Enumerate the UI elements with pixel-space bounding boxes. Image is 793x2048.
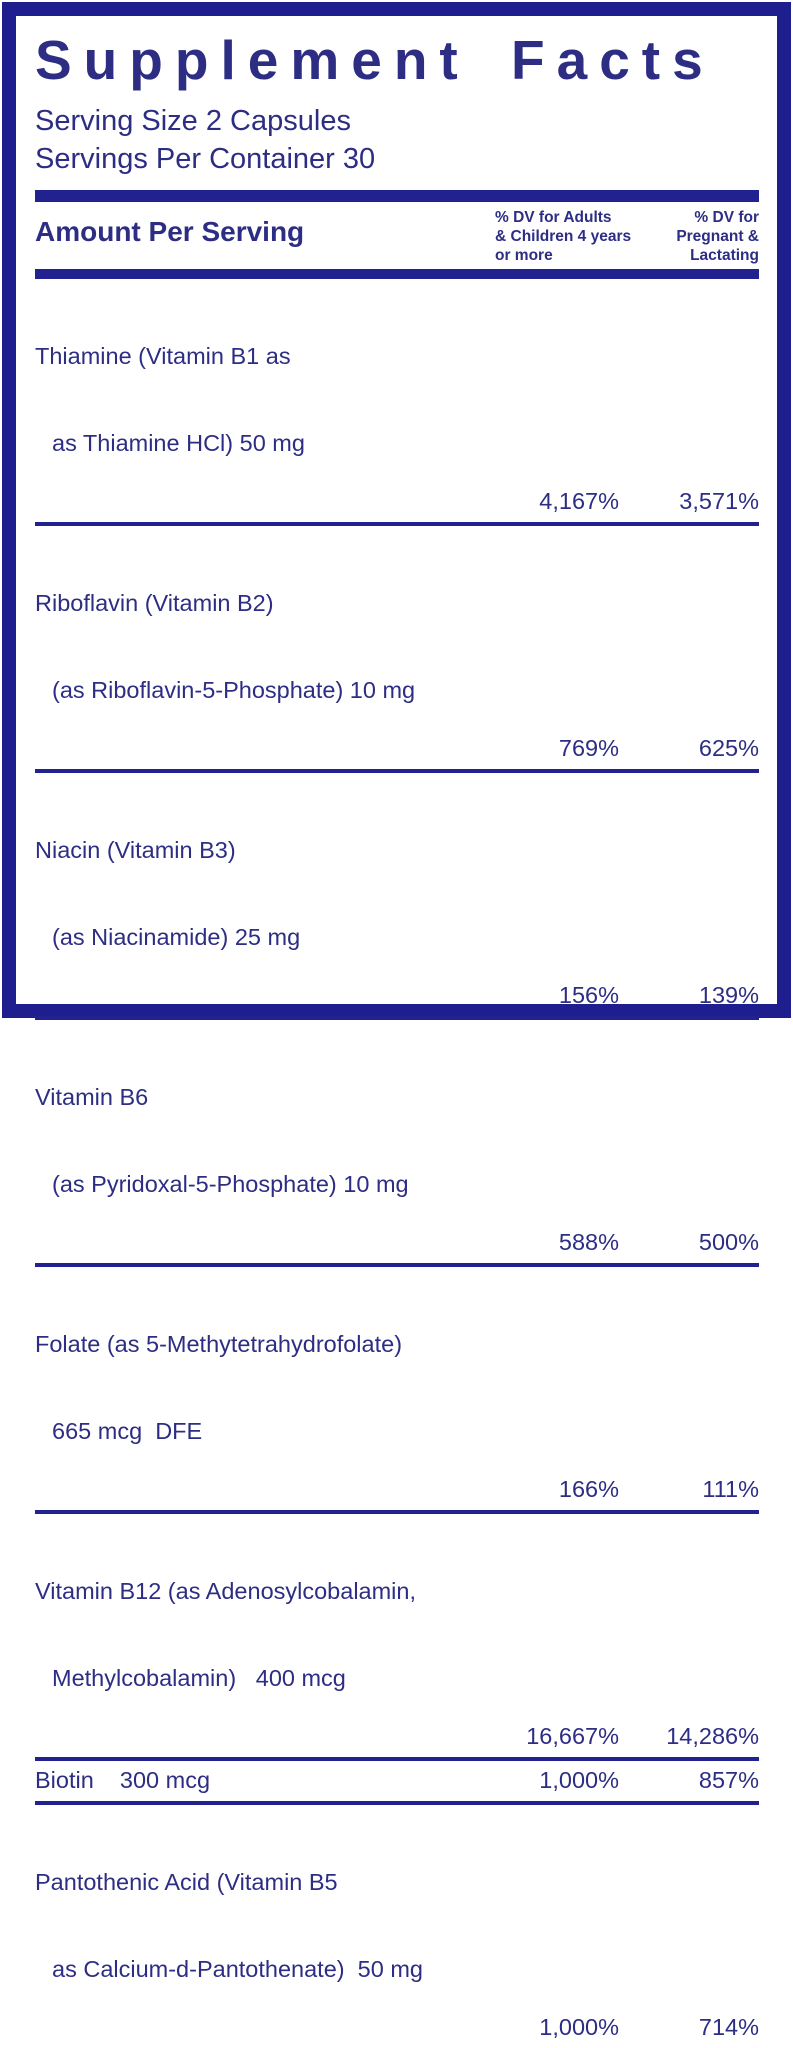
divider-thick-top <box>35 190 759 202</box>
dv-pregnant-value: 14,286% <box>666 1723 759 1749</box>
nutrient-name: Riboflavin (Vitamin B2) (as Riboflavin-5… <box>35 590 416 703</box>
serving-info: Serving Size 2 Capsules Servings Per Con… <box>35 102 759 178</box>
label-content: Supplement Facts Serving Size 2 Capsules… <box>16 16 777 2048</box>
label-title: Supplement Facts <box>35 29 715 91</box>
dv-adults-value: 156% <box>558 982 619 1008</box>
dv-adults-value: 588% <box>558 1229 619 1255</box>
dv-pregnant-header: % DV for Pregnant & Lactating <box>676 209 759 264</box>
table-row-pantothenic-acid: Pantothenic Acid (Vitamin B5 as Calcium-… <box>35 1805 759 2048</box>
dv-pregnant-value: 500% <box>698 1229 759 1255</box>
nutrient-name: Vitamin B6 (as Pyridoxal-5-Phosphate) 10… <box>35 1084 409 1197</box>
dv-pregnant-value: 857% <box>698 1767 759 1793</box>
servings-per-container: Servings Per Container 30 <box>35 143 376 175</box>
nutrient-name: Folate (as 5-Methytetrahydrofolate) 665 … <box>35 1331 403 1444</box>
nutrient-name: Niacin (Vitamin B3) (as Niacinamide) 25 … <box>35 837 301 950</box>
table-row-folate: Folate (as 5-Methytetrahydrofolate) 665 … <box>35 1267 759 1514</box>
table-row-vitamin-b6: Vitamin B6 (as Pyridoxal-5-Phosphate) 10… <box>35 1020 759 1267</box>
dv-pregnant-value: 139% <box>698 982 759 1008</box>
dv-pregnant-value: 625% <box>698 735 759 761</box>
table-row-riboflavin: Riboflavin (Vitamin B2) (as Riboflavin-5… <box>35 526 759 773</box>
divider-thick-header <box>35 269 759 279</box>
table-row-niacin: Niacin (Vitamin B3) (as Niacinamide) 25 … <box>35 773 759 1020</box>
table-row-vitamin-b12: Vitamin B12 (as Adenosylcobalamin, Methy… <box>35 1514 759 1761</box>
table-row-biotin: Biotin 300 mcg 1,000% 857% <box>35 1761 759 1805</box>
nutrient-name: Pantothenic Acid (Vitamin B5 as Calcium-… <box>35 1869 423 1982</box>
serving-size: Serving Size 2 Capsules <box>35 105 351 137</box>
dv-pregnant-value: 111% <box>702 1476 759 1502</box>
nutrient-name: Biotin 300 mcg <box>35 1767 211 1793</box>
dv-pregnant-value: 714% <box>698 2014 759 2040</box>
dv-adults-value: 1,000% <box>539 1767 619 1793</box>
dv-adults-header: % DV for Adults & Children 4 years or mo… <box>495 209 632 264</box>
dv-adults-value: 4,167% <box>539 488 619 514</box>
table-row-thiamine: Thiamine (Vitamin B1 as as Thiamine HCl)… <box>35 279 759 526</box>
dv-adults-value: 16,667% <box>526 1723 619 1749</box>
dv-adults-value: 1,000% <box>539 2014 619 2040</box>
table-header: Amount Per Serving % DV for Adults & Chi… <box>35 202 759 269</box>
nutrient-name: Thiamine (Vitamin B1 as as Thiamine HCl)… <box>35 343 305 456</box>
dv-pregnant-value: 3,571% <box>679 488 759 514</box>
nutrient-name: Vitamin B12 (as Adenosylcobalamin, Methy… <box>35 1578 417 1691</box>
dv-adults-value: 166% <box>558 1476 619 1502</box>
dv-adults-value: 769% <box>558 735 619 761</box>
amount-per-serving-header: Amount Per Serving <box>35 216 305 247</box>
